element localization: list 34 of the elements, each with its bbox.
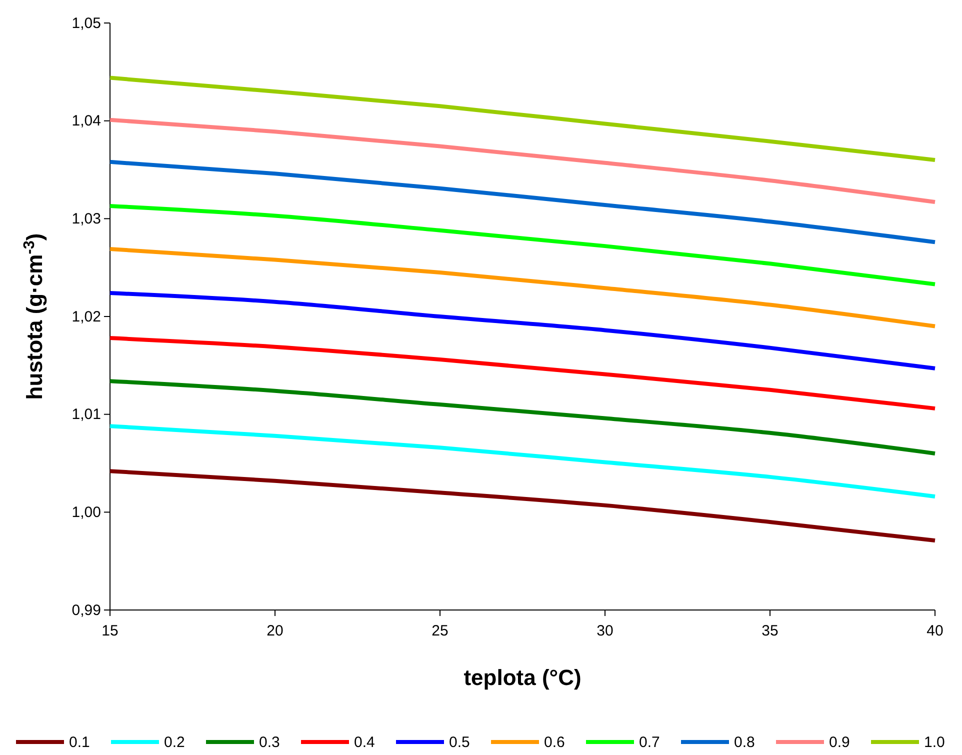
line-series bbox=[108, 160, 937, 244]
line-series bbox=[108, 424, 937, 499]
line-series bbox=[108, 291, 937, 370]
legend-label: 0.9 bbox=[829, 734, 850, 751]
line-series bbox=[108, 469, 937, 543]
y-tick-label: 1,04 bbox=[72, 112, 101, 130]
x-tick-label: 40 bbox=[926, 622, 944, 640]
x-tick-label: 35 bbox=[762, 622, 778, 640]
line-series bbox=[108, 118, 937, 204]
y-tick-label: 1,02 bbox=[72, 308, 101, 326]
y-tick-label: 1,05 bbox=[72, 14, 101, 32]
x-tick-label: 20 bbox=[266, 622, 284, 640]
legend-label: 0.1 bbox=[69, 734, 90, 751]
legend-label: 0.8 bbox=[734, 734, 755, 751]
legend-label: 0.6 bbox=[544, 734, 565, 751]
y-tick-label: 1,01 bbox=[72, 406, 101, 424]
x-tick-label: 30 bbox=[596, 622, 614, 640]
y-tick-label: 1,03 bbox=[72, 210, 101, 228]
x-axis-title: teplota (°C) bbox=[464, 665, 582, 690]
legend-label: 0.2 bbox=[164, 734, 185, 751]
line-series bbox=[108, 336, 937, 410]
legend-label: 0.3 bbox=[259, 734, 280, 751]
legend-label: 0.4 bbox=[354, 734, 375, 751]
y-tick-label: 0,99 bbox=[72, 602, 101, 619]
line-series bbox=[108, 76, 937, 162]
x-tick-label: 15 bbox=[102, 622, 118, 640]
legend-label: 0.5 bbox=[449, 734, 470, 751]
legend-label: 0.7 bbox=[639, 734, 660, 751]
legend-label: 1.0 bbox=[924, 734, 945, 751]
x-tick-label: 25 bbox=[432, 622, 448, 640]
line-series bbox=[108, 204, 937, 286]
line-series bbox=[108, 246, 937, 328]
line-series bbox=[108, 379, 937, 456]
y-tick-label: 1,00 bbox=[72, 504, 101, 521]
